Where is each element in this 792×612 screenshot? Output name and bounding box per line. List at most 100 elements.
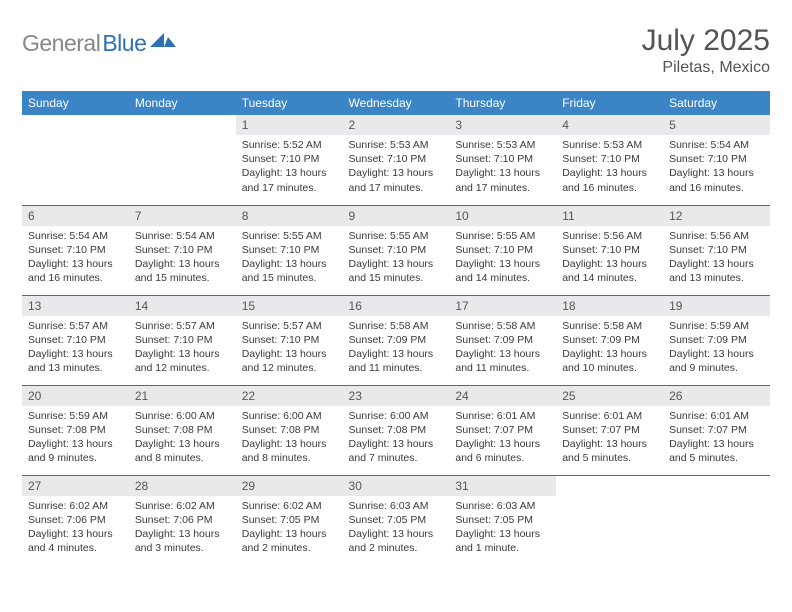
dayhdr-tue: Tuesday xyxy=(236,91,343,115)
daylight-text: Daylight: 13 hours and 14 minutes. xyxy=(562,257,657,285)
sunrise-text: Sunrise: 6:00 AM xyxy=(349,409,444,423)
dayhdr-wed: Wednesday xyxy=(343,91,450,115)
brand-graphic-icon xyxy=(150,31,176,52)
brand-logo: General Blue xyxy=(22,30,176,57)
day-content: Sunrise: 5:55 AMSunset: 7:10 PMDaylight:… xyxy=(449,226,556,292)
daylight-text: Daylight: 13 hours and 11 minutes. xyxy=(349,347,444,375)
sunrise-text: Sunrise: 6:01 AM xyxy=(669,409,764,423)
day-content: Sunrise: 5:55 AMSunset: 7:10 PMDaylight:… xyxy=(343,226,450,292)
calendar-cell xyxy=(663,475,770,565)
calendar-cell: 9Sunrise: 5:55 AMSunset: 7:10 PMDaylight… xyxy=(343,205,450,295)
sunrise-text: Sunrise: 5:59 AM xyxy=(28,409,123,423)
day-content: Sunrise: 5:59 AMSunset: 7:09 PMDaylight:… xyxy=(663,316,770,382)
sunrise-text: Sunrise: 5:56 AM xyxy=(562,229,657,243)
sunrise-text: Sunrise: 5:58 AM xyxy=(562,319,657,333)
day-content: Sunrise: 5:54 AMSunset: 7:10 PMDaylight:… xyxy=(22,226,129,292)
sunrise-text: Sunrise: 5:56 AM xyxy=(669,229,764,243)
day-number: 23 xyxy=(343,386,450,406)
day-number: 9 xyxy=(343,206,450,226)
calendar-cell xyxy=(129,115,236,205)
title-block: July 2025 Piletas, Mexico xyxy=(642,24,770,77)
sunset-text: Sunset: 7:05 PM xyxy=(242,513,337,527)
calendar-cell: 19Sunrise: 5:59 AMSunset: 7:09 PMDayligh… xyxy=(663,295,770,385)
day-content: Sunrise: 6:00 AMSunset: 7:08 PMDaylight:… xyxy=(236,406,343,472)
sunrise-text: Sunrise: 6:02 AM xyxy=(28,499,123,513)
day-number: 15 xyxy=(236,296,343,316)
daylight-text: Daylight: 13 hours and 12 minutes. xyxy=(242,347,337,375)
day-number: 3 xyxy=(449,115,556,135)
calendar-cell: 2Sunrise: 5:53 AMSunset: 7:10 PMDaylight… xyxy=(343,115,450,205)
location-label: Piletas, Mexico xyxy=(642,59,770,77)
day-content: Sunrise: 5:55 AMSunset: 7:10 PMDaylight:… xyxy=(236,226,343,292)
sunrise-text: Sunrise: 6:03 AM xyxy=(455,499,550,513)
day-number: 31 xyxy=(449,476,556,496)
day-header-row: Sunday Monday Tuesday Wednesday Thursday… xyxy=(22,91,770,115)
daylight-text: Daylight: 13 hours and 15 minutes. xyxy=(135,257,230,285)
daylight-text: Daylight: 13 hours and 17 minutes. xyxy=(242,166,337,194)
daylight-text: Daylight: 13 hours and 7 minutes. xyxy=(349,437,444,465)
calendar-cell: 4Sunrise: 5:53 AMSunset: 7:10 PMDaylight… xyxy=(556,115,663,205)
calendar-cell xyxy=(556,475,663,565)
day-number: 21 xyxy=(129,386,236,406)
daylight-text: Daylight: 13 hours and 16 minutes. xyxy=(669,166,764,194)
day-number: 5 xyxy=(663,115,770,135)
calendar-cell: 7Sunrise: 5:54 AMSunset: 7:10 PMDaylight… xyxy=(129,205,236,295)
dayhdr-thu: Thursday xyxy=(449,91,556,115)
day-number: 2 xyxy=(343,115,450,135)
sunset-text: Sunset: 7:05 PM xyxy=(455,513,550,527)
daylight-text: Daylight: 13 hours and 3 minutes. xyxy=(135,527,230,555)
day-number: 28 xyxy=(129,476,236,496)
calendar-table: Sunday Monday Tuesday Wednesday Thursday… xyxy=(22,91,770,565)
sunset-text: Sunset: 7:10 PM xyxy=(28,333,123,347)
calendar-cell: 10Sunrise: 5:55 AMSunset: 7:10 PMDayligh… xyxy=(449,205,556,295)
day-content: Sunrise: 5:58 AMSunset: 7:09 PMDaylight:… xyxy=(449,316,556,382)
sunset-text: Sunset: 7:08 PM xyxy=(135,423,230,437)
sunrise-text: Sunrise: 5:55 AM xyxy=(349,229,444,243)
day-content: Sunrise: 5:58 AMSunset: 7:09 PMDaylight:… xyxy=(556,316,663,382)
sunset-text: Sunset: 7:10 PM xyxy=(242,152,337,166)
day-number: 7 xyxy=(129,206,236,226)
daylight-text: Daylight: 13 hours and 9 minutes. xyxy=(28,437,123,465)
day-content: Sunrise: 5:58 AMSunset: 7:09 PMDaylight:… xyxy=(343,316,450,382)
sunset-text: Sunset: 7:05 PM xyxy=(349,513,444,527)
day-content: Sunrise: 6:01 AMSunset: 7:07 PMDaylight:… xyxy=(449,406,556,472)
day-content: Sunrise: 5:54 AMSunset: 7:10 PMDaylight:… xyxy=(129,226,236,292)
sunset-text: Sunset: 7:10 PM xyxy=(242,333,337,347)
calendar-cell: 11Sunrise: 5:56 AMSunset: 7:10 PMDayligh… xyxy=(556,205,663,295)
daylight-text: Daylight: 13 hours and 16 minutes. xyxy=(562,166,657,194)
day-content: Sunrise: 6:01 AMSunset: 7:07 PMDaylight:… xyxy=(663,406,770,472)
day-content: Sunrise: 5:57 AMSunset: 7:10 PMDaylight:… xyxy=(129,316,236,382)
sunset-text: Sunset: 7:09 PM xyxy=(349,333,444,347)
calendar-cell: 16Sunrise: 5:58 AMSunset: 7:09 PMDayligh… xyxy=(343,295,450,385)
day-number: 6 xyxy=(22,206,129,226)
day-number: 4 xyxy=(556,115,663,135)
day-content: Sunrise: 6:01 AMSunset: 7:07 PMDaylight:… xyxy=(556,406,663,472)
sunrise-text: Sunrise: 5:52 AM xyxy=(242,138,337,152)
day-content: Sunrise: 6:02 AMSunset: 7:06 PMDaylight:… xyxy=(22,496,129,562)
day-content: Sunrise: 5:56 AMSunset: 7:10 PMDaylight:… xyxy=(663,226,770,292)
sunset-text: Sunset: 7:08 PM xyxy=(28,423,123,437)
sunset-text: Sunset: 7:10 PM xyxy=(455,152,550,166)
calendar-cell: 18Sunrise: 5:58 AMSunset: 7:09 PMDayligh… xyxy=(556,295,663,385)
day-content: Sunrise: 5:53 AMSunset: 7:10 PMDaylight:… xyxy=(449,135,556,201)
daylight-text: Daylight: 13 hours and 10 minutes. xyxy=(562,347,657,375)
sunrise-text: Sunrise: 5:53 AM xyxy=(455,138,550,152)
day-number: 12 xyxy=(663,206,770,226)
calendar-cell xyxy=(22,115,129,205)
calendar-cell: 8Sunrise: 5:55 AMSunset: 7:10 PMDaylight… xyxy=(236,205,343,295)
day-content: Sunrise: 6:03 AMSunset: 7:05 PMDaylight:… xyxy=(449,496,556,562)
calendar-cell: 23Sunrise: 6:00 AMSunset: 7:08 PMDayligh… xyxy=(343,385,450,475)
day-number: 16 xyxy=(343,296,450,316)
daylight-text: Daylight: 13 hours and 14 minutes. xyxy=(455,257,550,285)
day-number: 8 xyxy=(236,206,343,226)
day-number: 29 xyxy=(236,476,343,496)
sunset-text: Sunset: 7:10 PM xyxy=(455,243,550,257)
sunrise-text: Sunrise: 5:58 AM xyxy=(455,319,550,333)
day-number: 13 xyxy=(22,296,129,316)
calendar-cell: 13Sunrise: 5:57 AMSunset: 7:10 PMDayligh… xyxy=(22,295,129,385)
sunrise-text: Sunrise: 5:55 AM xyxy=(455,229,550,243)
day-number: 19 xyxy=(663,296,770,316)
sunset-text: Sunset: 7:10 PM xyxy=(135,243,230,257)
daylight-text: Daylight: 13 hours and 13 minutes. xyxy=(669,257,764,285)
brand-part1: General xyxy=(22,30,100,57)
